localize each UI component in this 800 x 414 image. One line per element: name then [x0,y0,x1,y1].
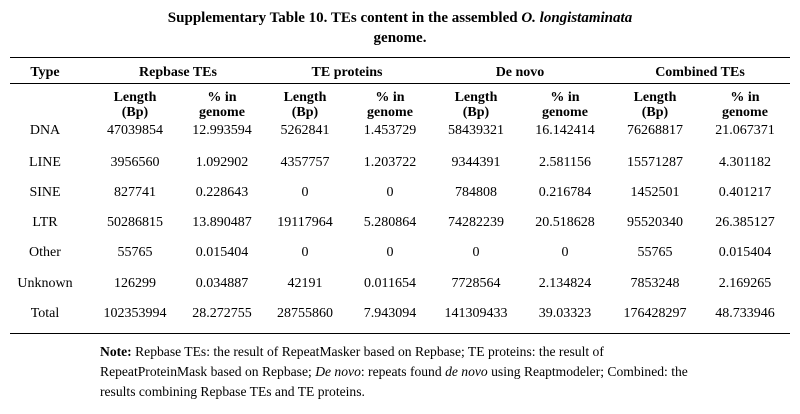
cell: 3956560 [110,155,160,170]
cell: 7728564 [451,276,501,291]
cell: 50286815 [107,215,163,230]
cell: 13.890487 [192,215,252,230]
cell: 4.301182 [719,155,771,170]
cell: 5.280864 [363,215,417,230]
table-note: Note: Repbase TEs: the result of RepeatM… [100,342,700,402]
note-text: using Reaptmodeler; Combined: the result… [100,364,688,399]
cell: 0.011654 [364,276,416,291]
cell: 74282239 [448,215,504,230]
cell: 26.385127 [715,215,775,230]
cell: 16.142414 [535,123,595,138]
cell: 0 [301,245,309,260]
cell: 9344391 [451,155,501,170]
cell: 19117964 [277,215,333,230]
note-label: Note: [100,344,132,359]
note-text: de novo [445,364,488,379]
cell: 126299 [114,276,156,291]
sub-header: % in genome [542,90,588,120]
row-label: SINE [29,185,61,200]
cell: 784808 [455,185,497,200]
cell: 0.228643 [195,185,249,200]
group-header: De novo [495,65,545,80]
cell: 0.015404 [718,245,772,260]
cell: 0 [472,245,480,260]
row-label: Unknown [17,276,73,291]
cell: 0.401217 [718,185,772,200]
cell: 0 [561,245,569,260]
cell: 4357757 [280,155,330,170]
title-species: O. longistaminata [521,10,633,26]
cell: 76268817 [627,123,683,138]
group-header: Type [30,65,60,80]
cell: 0 [386,185,394,200]
sub-header: % in genome [367,90,413,120]
title-text: genome. [373,30,427,46]
note-text: De novo [315,364,361,379]
cell: 0.216784 [538,185,592,200]
cell: 5262841 [280,123,330,138]
cell: 7.943094 [363,306,417,321]
sub-header: Length (Bp) [454,90,498,120]
cell: 48.733946 [715,306,775,321]
sub-header: % in genome [722,90,768,120]
cell: 7853248 [630,276,680,291]
cell: 47039854 [107,123,163,138]
table-title: Supplementary Table 10. TEs content in t… [100,8,700,48]
cell: 15571287 [627,155,683,170]
group-header: Repbase TEs [139,65,217,80]
cell: 1.453729 [363,123,417,138]
sub-header: % in genome [199,90,245,120]
cell: 58439321 [448,123,504,138]
cell: 28755860 [277,306,333,321]
row-label: Total [30,306,60,321]
cell: 0 [386,245,394,260]
sub-header: Length (Bp) [283,90,327,120]
note-text: Repbase TEs: the result of RepeatMasker … [100,344,604,379]
cell: 55765 [117,245,153,260]
cell: 1.203722 [363,155,417,170]
sub-header: Length (Bp) [633,90,677,120]
cell: 2.169265 [718,276,772,291]
group-header: Combined TEs [655,65,745,80]
cell: 12.993594 [192,123,252,138]
cell: 1452501 [630,185,680,200]
cell: 102353994 [103,306,167,321]
note-text: : repeats found [360,364,446,379]
row-label: DNA [29,123,61,138]
cell: 28.272755 [192,306,252,321]
cell: 176428297 [623,306,687,321]
cell: 95520340 [627,215,683,230]
group-header: TE proteins [311,65,383,80]
cell: 0.034887 [195,276,249,291]
cell: 39.03323 [538,306,592,321]
title-text: Supplementary Table 10. TEs content in t… [167,10,522,26]
header-rule [10,83,790,84]
cell: 55765 [637,245,673,260]
cell: 1.092902 [195,155,249,170]
row-label: Other [29,245,61,260]
sub-header: Length (Bp) [113,90,157,120]
cell: 0.015404 [195,245,249,260]
cell: 21.067371 [715,123,775,138]
top-rule [10,57,790,58]
row-label: LTR [32,215,58,230]
cell: 0 [301,185,309,200]
cell: 42191 [287,276,323,291]
cell: 141309433 [444,306,508,321]
bottom-rule [10,333,790,334]
cell: 2.134824 [538,276,592,291]
cell: 20.518628 [535,215,595,230]
cell: 827741 [114,185,156,200]
row-label: LINE [29,155,61,170]
cell: 2.581156 [539,155,591,170]
